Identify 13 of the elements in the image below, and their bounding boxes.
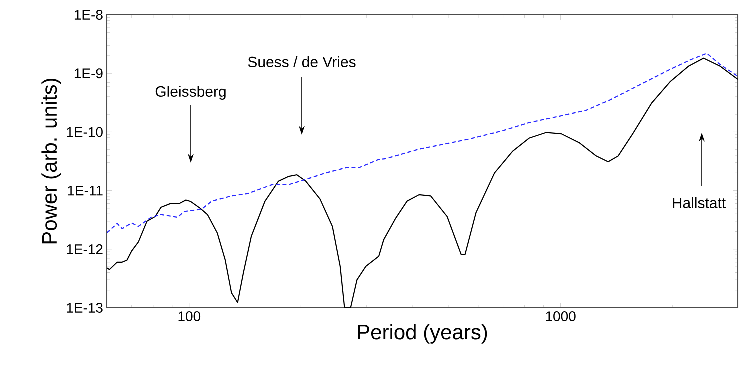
annotation: Suess / de Vries [248,56,356,68]
x-axis-title: Period (years) [358,324,488,344]
x-tick-label: 1000 [546,312,576,322]
annotation: Gleissberg [156,86,226,100]
y-tick-label: 1E-9 [74,68,103,79]
y-tick-label: 1E-8 [74,10,103,20]
y-axis-title: Power (arb. units) [42,79,62,244]
y-tick-label: 1E-13 [67,303,103,313]
annotation: Hallstatt [673,197,726,208]
y-tick-label: 1E-10 [67,127,103,138]
y-tick-label: 1E-11 [68,186,103,196]
x-tick-label: 100 [178,312,201,322]
y-tick-label: 1E-12 [67,244,103,254]
